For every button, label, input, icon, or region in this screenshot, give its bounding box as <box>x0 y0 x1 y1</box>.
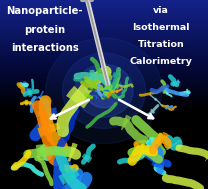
Text: interactions: interactions <box>11 43 79 53</box>
Text: protein: protein <box>24 25 65 35</box>
Text: Nanoparticle-: Nanoparticle- <box>6 6 83 16</box>
Circle shape <box>46 38 162 144</box>
Circle shape <box>85 74 123 108</box>
Text: Titration: Titration <box>138 40 184 49</box>
Circle shape <box>75 64 133 117</box>
Circle shape <box>62 53 146 129</box>
Text: via: via <box>153 6 169 15</box>
Text: Calorimetry: Calorimetry <box>130 57 193 66</box>
Text: Isothermal: Isothermal <box>132 23 190 32</box>
